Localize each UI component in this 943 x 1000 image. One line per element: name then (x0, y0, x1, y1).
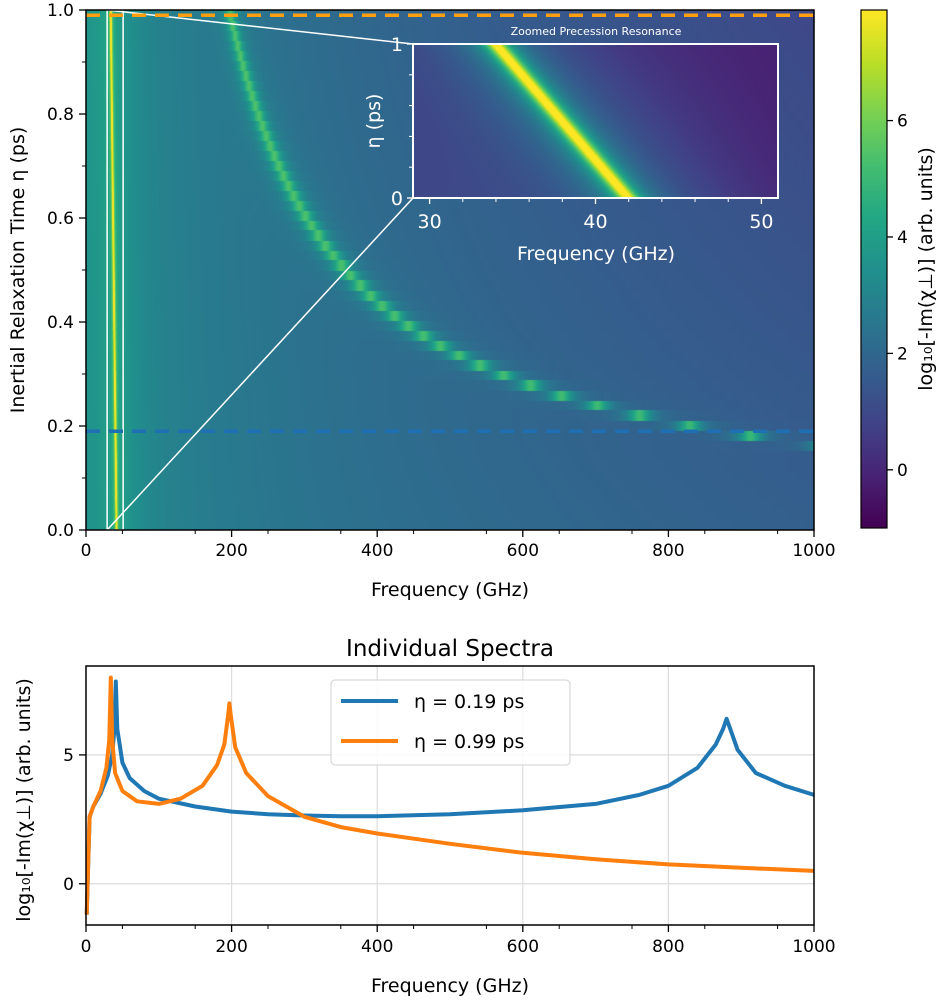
colorbar-tick-label: 0 (897, 461, 908, 481)
x-tick-label: 1000 (792, 937, 835, 957)
inset-title: Zoomed Precession Resonance (511, 25, 682, 38)
colorbar-gradient (861, 10, 887, 528)
colorbar-ticks: 0 2 4 6 (887, 112, 908, 481)
spectra-frame (85, 665, 815, 926)
heatmap-panel: 0 200 400 600 800 1000 0.00.20.40.60.81.0 Fre… (7, 1, 836, 601)
inset-x-tick-label: 30 (417, 211, 441, 233)
x-tick-label: 800 (652, 541, 684, 561)
colorbar-tick-label: 6 (897, 112, 908, 132)
inset-panel: Zoomed Precession Resonance 30 40 50 0 1 Fre… (363, 25, 779, 265)
heatmap-x-axis-label: Frequency (GHz) (371, 579, 529, 601)
x-tick-label: 0 (81, 937, 92, 957)
inset-ticks: 30 40 50 0 1 (391, 34, 774, 233)
inset-image (413, 44, 778, 198)
zoom-connector-bottom (106, 197, 414, 531)
x-tick-label: 600 (507, 937, 539, 957)
heatmap-y-axis-label: Inertial Relaxation Time η (ps) (7, 127, 29, 414)
inset-image-holder (413, 44, 778, 198)
x-tick-label: 200 (215, 937, 247, 957)
y-tick-label: 1.0 (47, 1, 74, 21)
heatmap-overlays (86, 9, 814, 531)
colorbar-tick-label: 2 (897, 344, 908, 364)
x-tick-label: 800 (652, 937, 684, 957)
colorbar: 0 2 4 6 log₁₀[-Im(χ⊥)] (arb. units) (860, 9, 937, 529)
x-tick-label: 200 (215, 541, 247, 561)
x-tick-label: 1000 (792, 541, 835, 561)
inset-x-tick-label: 50 (749, 211, 773, 233)
inset-y-tick-label: 1 (391, 34, 403, 56)
inset-y-tick-label: 0 (391, 188, 403, 210)
spectra-panel: Individual Spectra 0 200 400 600 800 1000 05 … (13, 636, 836, 997)
spectra-x-ticks: 0 200 400 600 800 1000 (81, 925, 836, 957)
spectra-x-axis-label: Frequency (GHz) (371, 975, 529, 997)
y-tick-label: 0.4 (47, 313, 74, 333)
y-tick-label: 0.8 (47, 105, 74, 125)
spectra-title: Individual Spectra (346, 636, 554, 662)
inset-x-axis-label: Frequency (GHz) (517, 243, 675, 265)
x-tick-label: 600 (507, 541, 539, 561)
y-tick-label: 0.6 (47, 209, 74, 229)
heatmap-y-axis-label-text: Inertial Relaxation Time η (ps) (7, 127, 29, 414)
x-tick-label: 0 (81, 541, 92, 561)
legend-label-eta-019: η = 0.19 ps (414, 691, 524, 713)
colorbar-tick-label: 4 (897, 228, 908, 248)
legend: η = 0.19 ps η = 0.99 ps (330, 679, 571, 766)
y-tick-label: 5 (63, 746, 74, 766)
colorbar-image-holder (861, 10, 887, 528)
inset-y-axis-label: η (ps) (363, 94, 385, 149)
legend-label-eta-099: η = 0.99 ps (414, 731, 524, 753)
spectra-y-ticks: 05 (63, 746, 86, 895)
spectrum-line-eta-099 (84, 675, 815, 915)
heatmap-x-ticks: 0 200 400 600 800 1000 (81, 530, 836, 561)
y-tick-label: 0.2 (47, 417, 74, 437)
y-tick-label: 0 (63, 875, 74, 895)
x-tick-label: 400 (361, 937, 393, 957)
x-tick-label: 400 (361, 541, 393, 561)
y-tick-label: 0.0 (47, 521, 74, 541)
spectra-y-axis-label: log₁₀[-Im(χ⊥)] (arb. units) (13, 678, 35, 922)
inset-x-tick-label: 40 (583, 211, 607, 233)
colorbar-label: log₁₀[-Im(χ⊥)] (arb. units) (915, 147, 937, 391)
spectra-lines (84, 675, 815, 915)
heatmap-y-ticks: 0.0 0.2 0.4 0.6 0.8 1.0 (47, 1, 86, 541)
colorbar-frame (860, 9, 888, 529)
